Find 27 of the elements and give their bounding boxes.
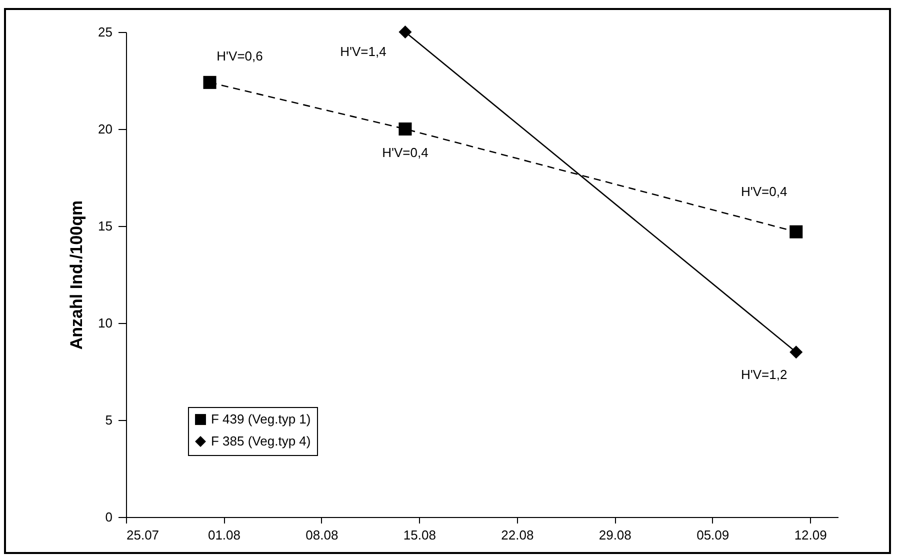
- y-tick-label: 10: [98, 316, 112, 330]
- y-tick-label: 5: [105, 412, 112, 428]
- x-tick-label: 22.08: [501, 528, 534, 542]
- y-tick-label: 25: [98, 24, 112, 40]
- x-tick-label: 05.09: [696, 528, 730, 542]
- point: [398, 122, 412, 136]
- x-tick-label: 12.09: [794, 528, 827, 542]
- y-tick-label: 15: [98, 218, 112, 234]
- x-tick-label: 08.08: [306, 528, 338, 542]
- y-tick-label: 0: [105, 510, 112, 524]
- y-tick-label: 20: [98, 122, 112, 136]
- annotation: H'V=0,6: [216, 48, 263, 64]
- x-tick-label: 29.08: [598, 528, 632, 542]
- x-tick-label: 01.08: [208, 528, 240, 542]
- annotation: H'V=1,4: [340, 44, 386, 59]
- x-tick-label: 25.07: [126, 528, 160, 542]
- point: [398, 25, 412, 39]
- legend-label: F 439 (Veg.typ 1): [211, 412, 311, 426]
- point: [790, 225, 803, 238]
- y-axis-title: Anzahl Ind./100qm: [67, 200, 86, 350]
- point: [790, 346, 803, 359]
- annotation: H'V=0,4: [741, 184, 788, 199]
- legend-label: F 385 (Veg.typ 4): [211, 434, 311, 448]
- annotation: H'V=0,4: [382, 145, 428, 160]
- x-tick-label: 15.08: [403, 528, 436, 542]
- point: [203, 76, 216, 89]
- annotation: H'V=1,2: [741, 367, 788, 382]
